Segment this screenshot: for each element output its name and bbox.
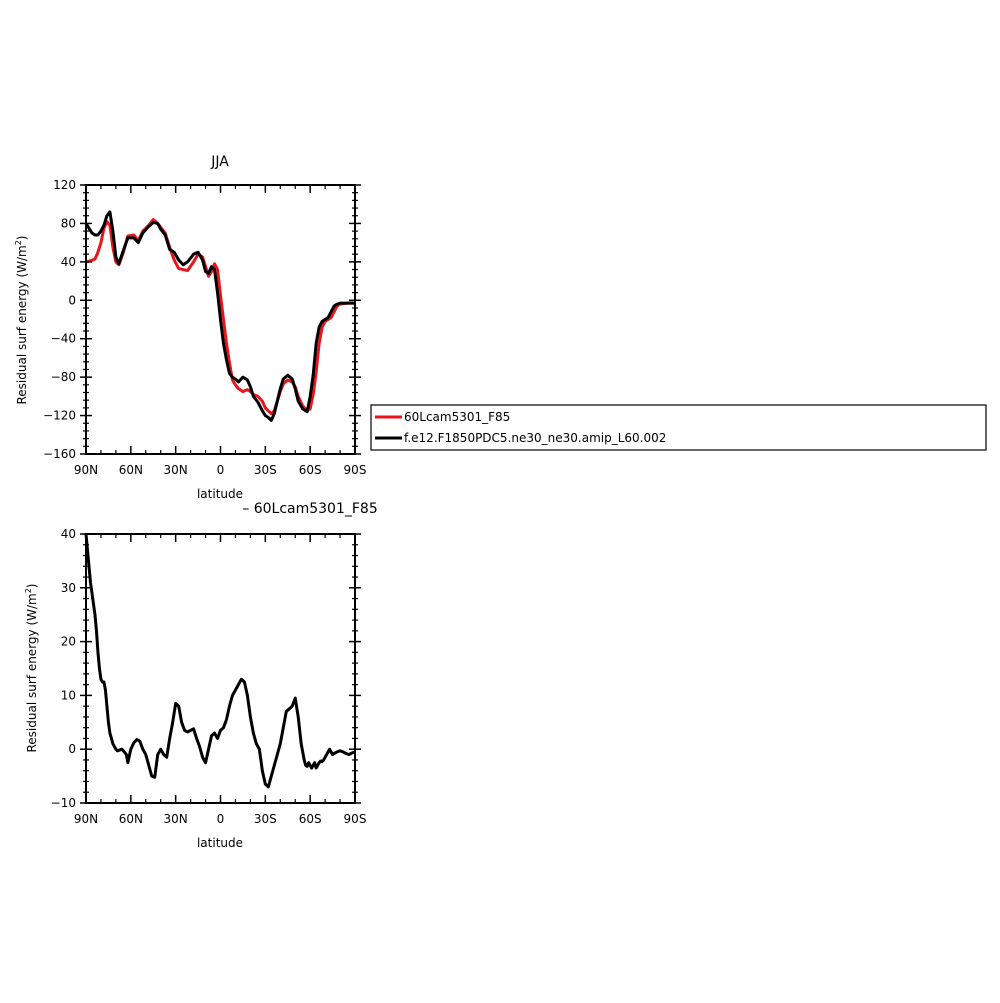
y-tick-label: 0 — [68, 742, 76, 756]
x-tick-label: 60S — [299, 812, 322, 826]
y-tick-label: 120 — [53, 178, 76, 192]
top-ylabel-sup: 2 — [14, 240, 23, 245]
bottom-panel-title: – 60Lcam5301_F85 — [242, 501, 377, 517]
y-tick-label: 0 — [68, 293, 76, 307]
y-tick-label: 20 — [61, 635, 76, 649]
top-ylabel-main: Residual surf energy (W/m — [15, 245, 29, 404]
x-tick-label: 60N — [119, 812, 143, 826]
series-line-2 — [84, 210, 355, 422]
bottom-plot-area: 90N 60N 30N 0 30S 60S 90S −10 0 10 20 30 40 — [51, 527, 367, 826]
x-tick-label: 60N — [119, 463, 143, 477]
x-tick-label: 0 — [217, 463, 225, 477]
top-panel: JJA 90N 60N 30N 0 30S 60S 90S −160 −120 −80 −40 0 40… — [14, 154, 366, 501]
y-tick-label: −10 — [51, 796, 76, 810]
top-panel-ylabel: Residual surf energy (W/m2) — [14, 235, 29, 404]
bottom-panel: – 60Lcam5301_F85 90N 60N 30N 0 30S 60S 90S −10 0… — [24, 501, 378, 850]
legend: 60Lcam5301_F85 f.e12.F1850PDC5.ne30_ne30… — [370, 404, 987, 451]
legend-box — [370, 404, 987, 451]
y-tick-label: 80 — [61, 216, 76, 230]
top-plot-area: 90N 60N 30N 0 30S 60S 90S −160 −120 −80 −40 0 40 80 12… — [43, 178, 366, 477]
top-panel-xlabel: latitude — [197, 487, 243, 501]
x-tick-label: 0 — [217, 812, 225, 826]
legend-label-series-1: 60Lcam5301_F85 — [404, 410, 510, 424]
x-tick-label: 90S — [344, 812, 367, 826]
bottom-panel-xlabel: latitude — [197, 836, 243, 850]
y-tick-label: −120 — [43, 409, 76, 423]
y-tick-label: 30 — [61, 581, 76, 595]
series-line-1 — [84, 533, 356, 789]
x-tick-label: 30N — [164, 812, 188, 826]
bottom-ylabel-sup: 2 — [24, 588, 33, 593]
x-tick-label: 60S — [299, 463, 322, 477]
y-tick-label: −80 — [51, 370, 76, 384]
y-tick-label: 10 — [61, 688, 76, 702]
y-tick-label: 40 — [61, 255, 76, 269]
bottom-panel-ylabel: Residual surf energy (W/m2) — [24, 583, 39, 752]
y-tick-label: −40 — [51, 332, 76, 346]
x-tick-label: 90N — [74, 463, 98, 477]
top-panel-title: JJA — [210, 154, 229, 170]
bottom-ylabel-close: ) — [25, 583, 39, 588]
legend-label-series-2: f.e12.F1850PDC5.ne30_ne30.amip_L60.002 — [404, 431, 666, 445]
y-tick-label: 40 — [61, 527, 76, 541]
top-ylabel-close: ) — [15, 235, 29, 240]
x-tick-label: 30S — [254, 812, 277, 826]
x-tick-label: 30S — [254, 463, 277, 477]
bottom-ylabel-main: Residual surf energy (W/m — [25, 593, 39, 752]
x-tick-label: 90N — [74, 812, 98, 826]
x-tick-label: 30N — [164, 463, 188, 477]
x-tick-label: 90S — [344, 463, 367, 477]
y-tick-label: −160 — [43, 447, 76, 461]
series-line-1 — [85, 218, 355, 416]
